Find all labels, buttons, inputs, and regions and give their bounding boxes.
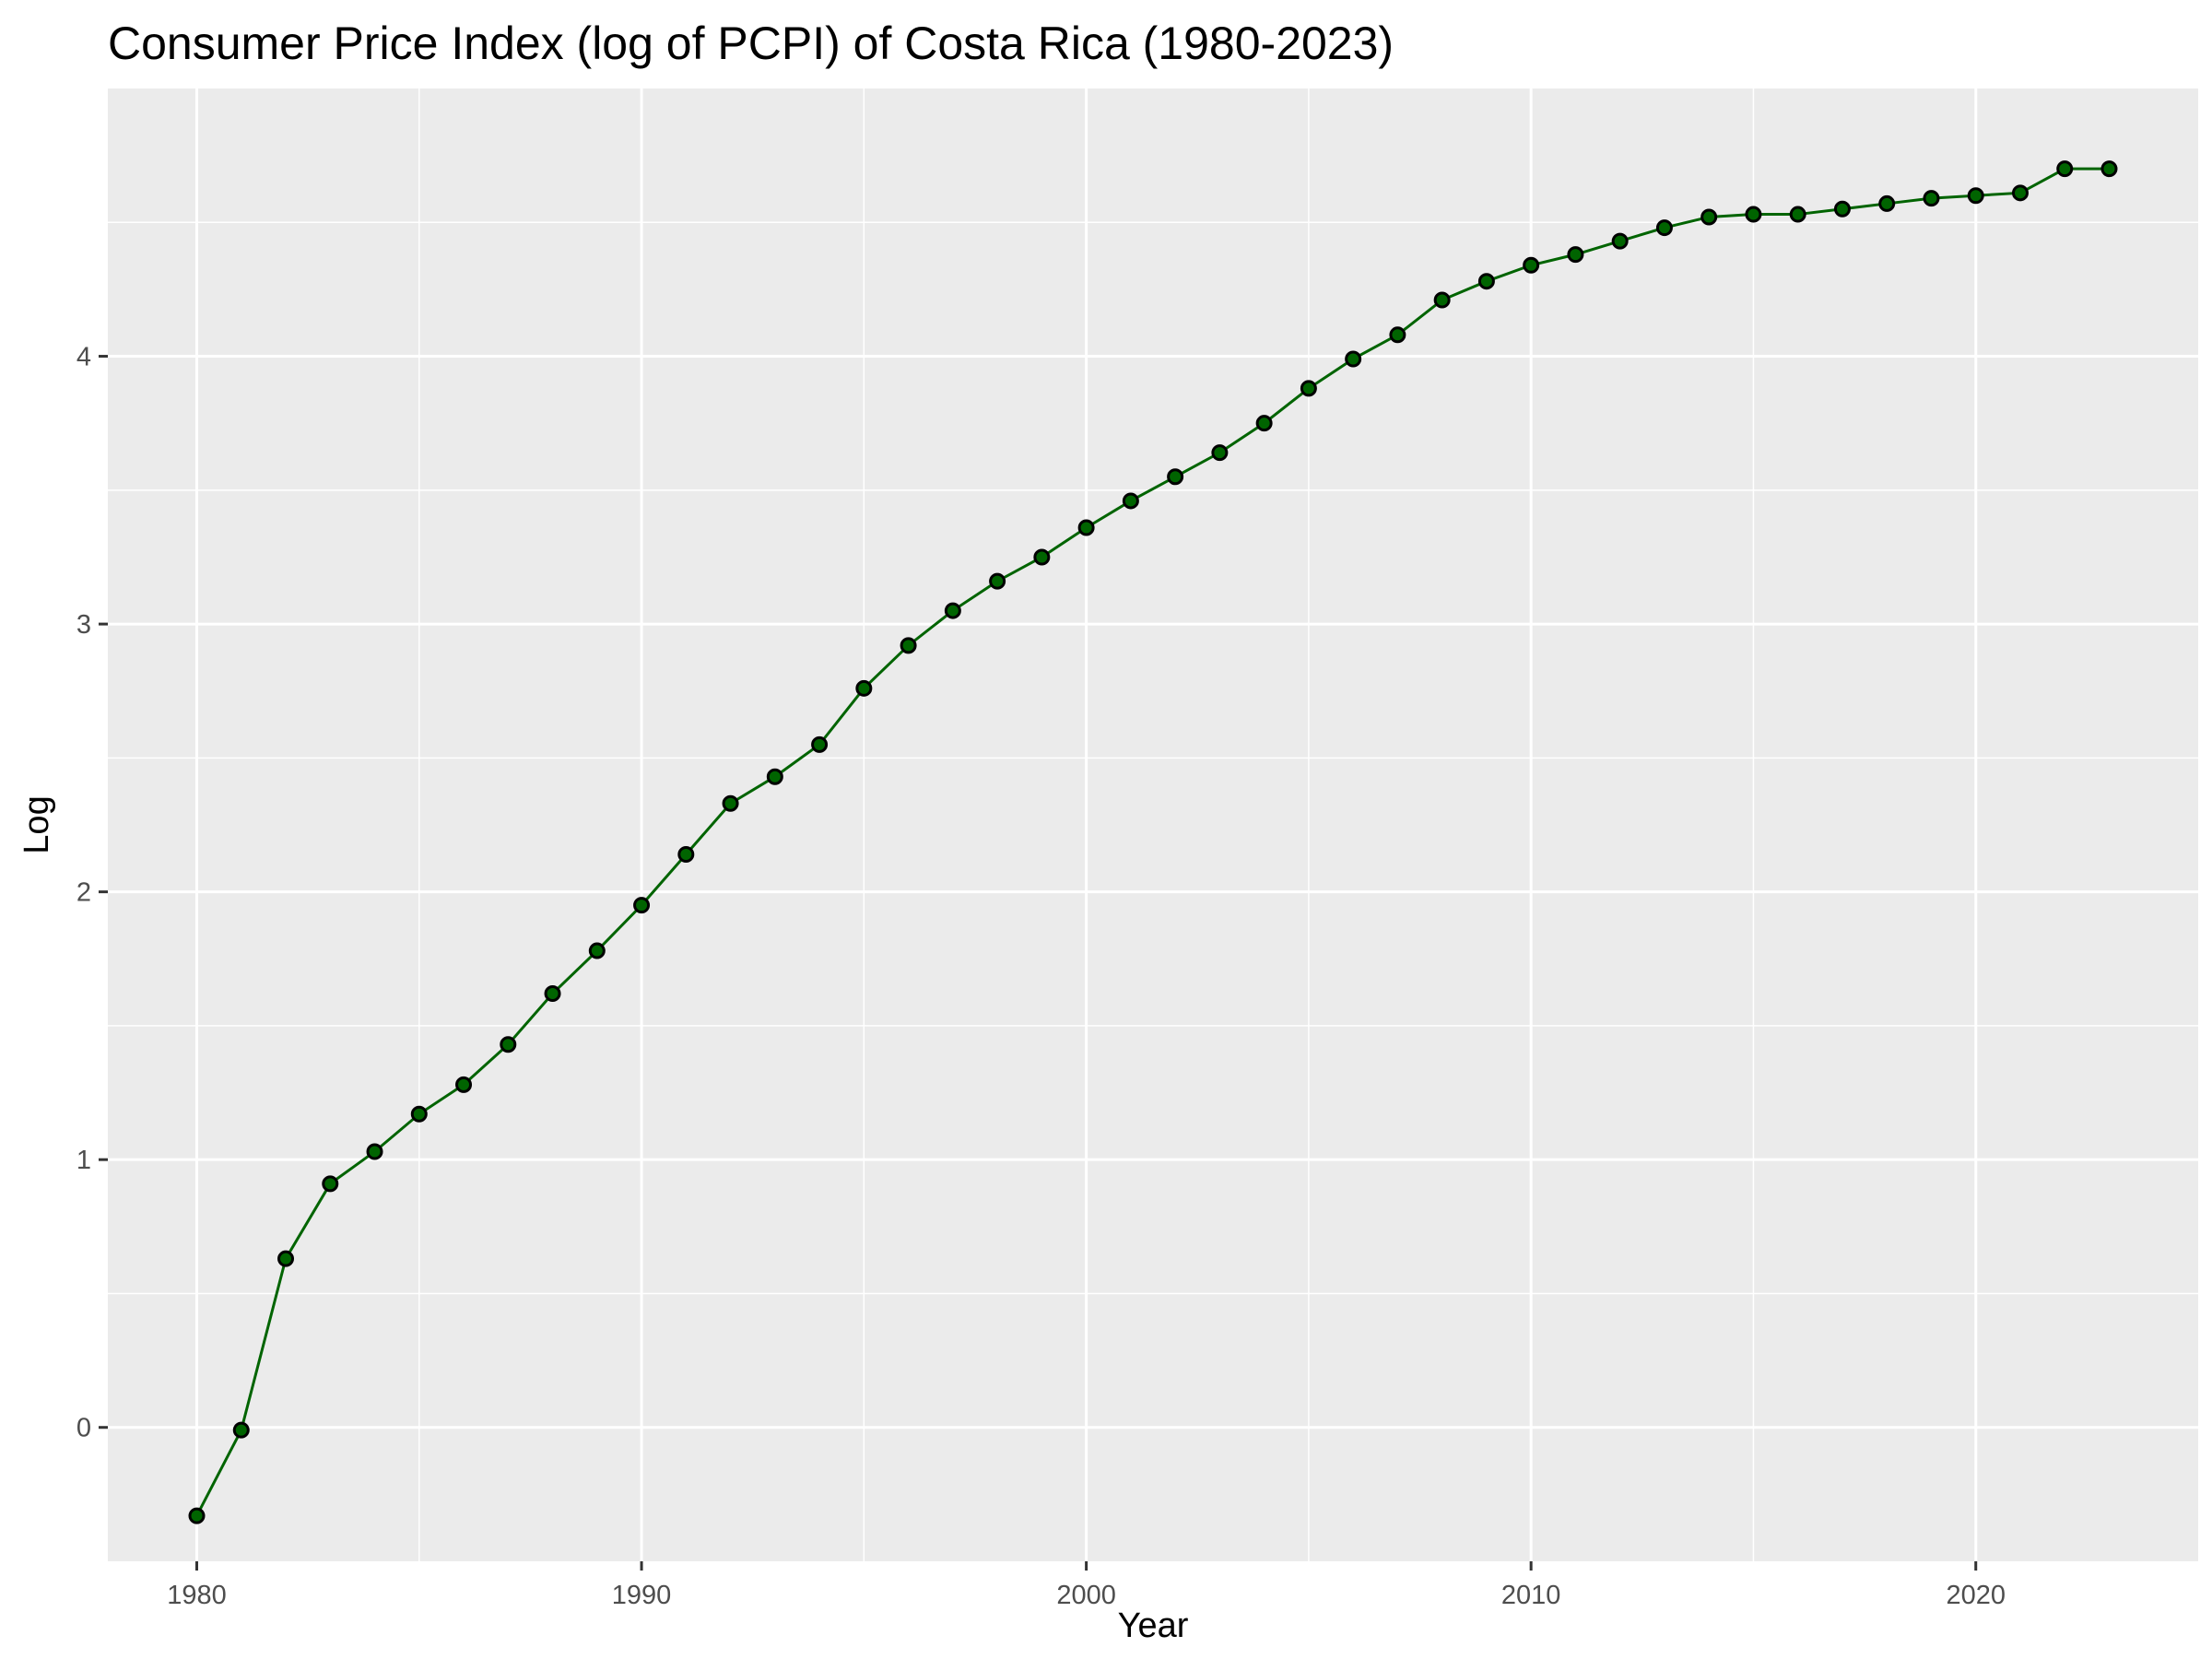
y-tick-labels: 0 1 2 3 4 (76, 343, 91, 1443)
data-point (1833, 200, 1851, 218)
data-point (2056, 160, 2074, 178)
data-point (544, 985, 561, 1003)
data-points (188, 160, 2118, 1524)
data-point (989, 572, 1006, 590)
plot-panel (108, 88, 2198, 1561)
y-tick-label: 3 (76, 610, 91, 640)
x-tick-label: 2010 (1501, 1581, 1561, 1610)
data-point (500, 1036, 517, 1053)
data-point (900, 637, 917, 654)
grid-minor (108, 88, 2198, 1561)
data-point (277, 1250, 295, 1267)
x-tick-label: 1990 (612, 1581, 672, 1610)
data-point (232, 1421, 250, 1439)
data-point (1477, 273, 1495, 290)
y-tick-label: 4 (76, 343, 91, 372)
y-tick-label: 2 (76, 878, 91, 908)
data-point (1122, 492, 1139, 510)
data-point (410, 1105, 428, 1123)
y-tick-label: 0 (76, 1414, 91, 1443)
data-point (766, 768, 783, 785)
data-point (1655, 219, 1673, 237)
data-point (1700, 208, 1718, 226)
x-tick-label: 2020 (1946, 1581, 2006, 1610)
data-point (1611, 232, 1629, 250)
data-point (1745, 206, 1762, 223)
data-point (1255, 415, 1273, 432)
y-axis-title: Log (18, 795, 56, 853)
data-point (1923, 190, 1940, 207)
x-tick-label: 1980 (167, 1581, 227, 1610)
data-point (1211, 444, 1229, 462)
data-point (1878, 194, 1896, 212)
data-point (2011, 184, 2029, 202)
data-point (1167, 468, 1184, 486)
data-point (1077, 519, 1095, 536)
data-point (455, 1076, 473, 1093)
grid-major (108, 88, 2198, 1561)
data-point (633, 897, 651, 914)
data-point (1433, 291, 1451, 309)
data-point (1345, 350, 1362, 368)
data-point (588, 942, 606, 959)
data-point (944, 602, 961, 619)
data-point (188, 1507, 206, 1524)
x-tick-label: 2000 (1056, 1581, 1116, 1610)
data-point (677, 845, 695, 863)
axis-ticks (99, 355, 1978, 1571)
data-point (1033, 548, 1051, 566)
data-point (1967, 187, 1984, 205)
x-tick-labels: 1980 1990 2000 2010 2020 (167, 1581, 2006, 1610)
x-axis-title: Year (1118, 1606, 1189, 1645)
data-point (1567, 246, 1584, 264)
data-point (2100, 160, 2118, 178)
data-point (1523, 256, 1540, 274)
data-point (1389, 326, 1406, 344)
data-point (722, 794, 739, 812)
data-point (1300, 380, 1317, 397)
data-point (1789, 206, 1806, 223)
chart-title: Consumer Price Index (log of PCPI) of Co… (108, 18, 1394, 69)
data-point (811, 735, 829, 753)
y-tick-label: 1 (76, 1146, 91, 1175)
data-point (366, 1143, 383, 1160)
data-point (855, 679, 873, 697)
data-point (322, 1175, 339, 1193)
